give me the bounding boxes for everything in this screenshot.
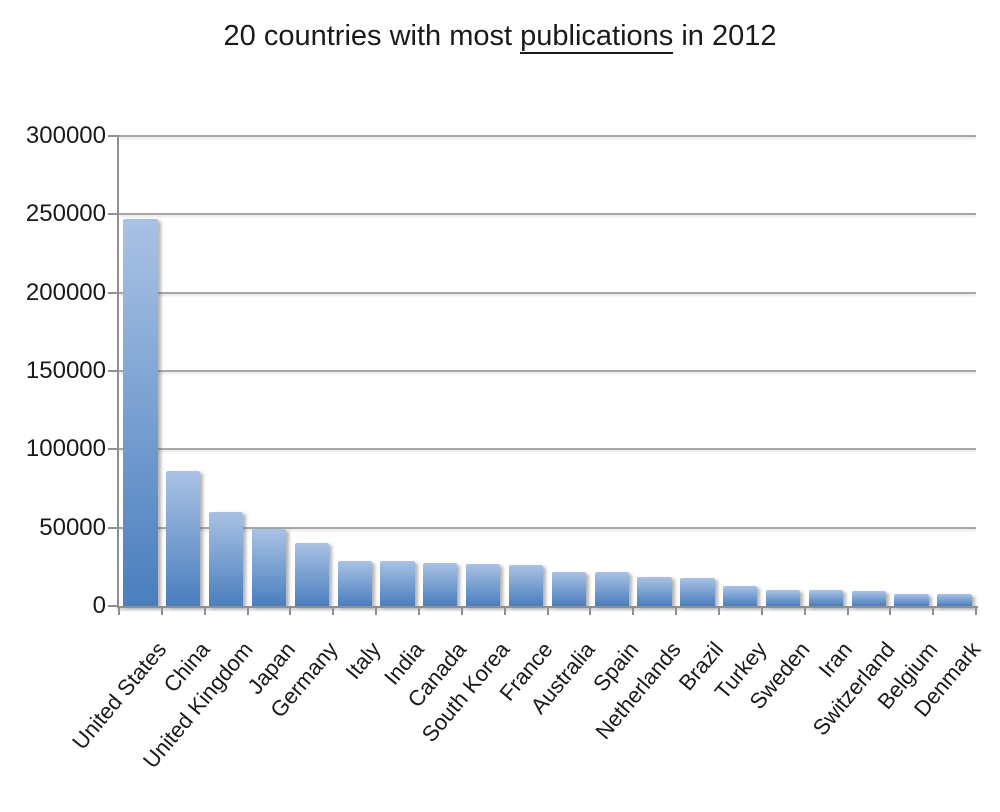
x-tick	[932, 608, 935, 615]
y-tick-label: 50000	[39, 513, 106, 541]
y-tick	[108, 135, 119, 137]
bar-slot	[290, 136, 333, 606]
gridline	[119, 448, 976, 451]
bar	[594, 572, 629, 606]
x-tick	[846, 608, 849, 615]
bar-slot	[119, 136, 162, 606]
chart-title-suffix: in 2012	[673, 20, 777, 52]
bar	[251, 529, 287, 606]
y-tick	[108, 213, 119, 216]
x-tick	[803, 608, 806, 615]
gridline	[119, 135, 976, 137]
bar-slot	[376, 136, 419, 606]
y-tick	[108, 291, 119, 294]
bar-slot	[847, 136, 890, 606]
x-tick	[460, 608, 463, 615]
bar-slot	[547, 136, 590, 606]
x-tick	[118, 608, 120, 615]
y-axis-labels: 0 50000 100000 150000 200000 250000 300000	[0, 0, 106, 620]
x-tick	[675, 608, 678, 615]
bar	[508, 564, 544, 606]
plot-area	[108, 135, 978, 615]
x-tick	[203, 608, 206, 615]
y-tick-label: 250000	[25, 200, 106, 228]
bar	[166, 471, 201, 606]
bar	[937, 593, 972, 606]
x-tick	[975, 608, 977, 615]
bar-slot	[890, 136, 933, 606]
y-tick-label: 200000	[25, 278, 106, 306]
chart-title-underlined-word: publications	[520, 20, 674, 54]
bar-slot	[419, 136, 462, 606]
bar	[894, 593, 929, 606]
bar	[337, 560, 372, 606]
bar-slot	[762, 136, 805, 606]
bar	[765, 589, 801, 606]
bar-slot	[333, 136, 376, 606]
bar	[294, 543, 329, 606]
bar-slot	[248, 136, 291, 606]
x-axis-labels: United States China United Kingdom Japan Ger…	[68, 606, 986, 812]
bar	[637, 577, 672, 606]
x-tick	[760, 608, 763, 615]
gridline	[119, 291, 976, 294]
bar-slot	[676, 136, 719, 606]
x-tick	[375, 608, 378, 615]
bar-slot	[162, 136, 205, 606]
y-tick-label: 150000	[25, 357, 106, 384]
y-tick	[108, 370, 119, 372]
y-tick-label: 300000	[25, 122, 106, 149]
bar-slot	[462, 136, 505, 606]
x-tick	[717, 608, 720, 615]
bar	[551, 571, 586, 606]
bar-slot	[805, 136, 848, 606]
gridline	[119, 213, 976, 216]
bar-slot	[719, 136, 762, 606]
x-tick	[332, 608, 335, 615]
bar	[680, 577, 715, 606]
bar	[851, 590, 886, 606]
y-axis	[117, 136, 119, 608]
x-tick	[632, 608, 635, 615]
x-tick	[546, 608, 549, 615]
x-tick	[160, 608, 163, 615]
gridline	[119, 370, 976, 372]
bar	[808, 590, 844, 606]
y-tick	[108, 605, 119, 607]
chart-title: 20 countries with most publications in 2…	[0, 16, 1000, 56]
y-tick-label: 0	[92, 592, 106, 619]
x-tick	[246, 608, 249, 615]
bar	[208, 512, 244, 606]
bar	[123, 219, 158, 606]
y-tick	[108, 448, 119, 451]
bar	[423, 562, 458, 606]
x-tick	[503, 608, 506, 615]
bar-slot	[590, 136, 633, 606]
y-tick	[108, 526, 119, 529]
x-tick	[889, 608, 892, 615]
gridline	[119, 526, 976, 529]
bar-slot	[505, 136, 548, 606]
bar-slot	[633, 136, 676, 606]
bar	[380, 561, 415, 606]
bar-slot	[933, 136, 976, 606]
x-axis-label: Italy	[340, 637, 386, 684]
bar-slot	[205, 136, 248, 606]
x-tick	[589, 608, 592, 615]
bar	[466, 563, 501, 606]
x-axis	[117, 606, 978, 608]
y-tick-label: 100000	[25, 435, 106, 463]
x-tick	[417, 608, 420, 615]
bar	[723, 585, 758, 606]
x-tick	[289, 608, 292, 615]
bars	[119, 136, 976, 606]
chart-title-prefix: 20 countries with most	[223, 20, 521, 52]
